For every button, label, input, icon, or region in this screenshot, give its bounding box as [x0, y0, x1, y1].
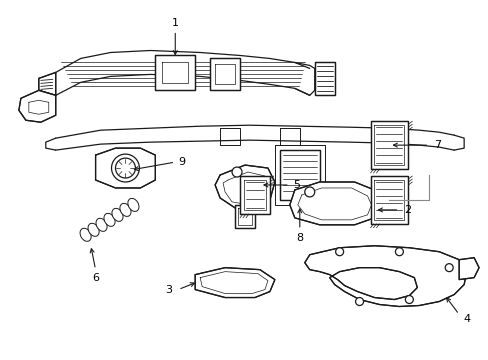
Circle shape [111, 154, 139, 182]
Ellipse shape [120, 203, 131, 216]
Polygon shape [279, 150, 319, 200]
Text: 8: 8 [296, 233, 303, 243]
Ellipse shape [80, 228, 91, 241]
Polygon shape [155, 55, 195, 90]
Polygon shape [458, 258, 478, 280]
Polygon shape [215, 165, 274, 210]
Circle shape [232, 167, 242, 177]
Polygon shape [39, 72, 56, 95]
Polygon shape [370, 176, 407, 224]
Polygon shape [289, 182, 379, 225]
Circle shape [405, 296, 412, 303]
Text: 7: 7 [433, 140, 440, 150]
Polygon shape [370, 121, 407, 169]
Polygon shape [235, 205, 254, 228]
Text: 1: 1 [171, 18, 179, 28]
Text: 2: 2 [403, 205, 410, 215]
Circle shape [444, 264, 452, 272]
Text: 5: 5 [293, 180, 300, 190]
Polygon shape [210, 58, 240, 90]
Polygon shape [304, 246, 466, 306]
Circle shape [115, 158, 135, 178]
Polygon shape [195, 268, 274, 298]
Circle shape [335, 248, 343, 256]
Ellipse shape [96, 218, 107, 231]
Polygon shape [314, 62, 334, 95]
Text: 4: 4 [463, 314, 470, 324]
Text: 3: 3 [164, 284, 171, 294]
Ellipse shape [88, 223, 99, 236]
Polygon shape [95, 148, 155, 188]
Circle shape [355, 298, 363, 306]
Polygon shape [240, 176, 269, 214]
Ellipse shape [112, 208, 123, 221]
Polygon shape [19, 90, 56, 122]
Circle shape [395, 248, 403, 256]
Ellipse shape [128, 198, 139, 211]
Circle shape [304, 187, 314, 197]
Ellipse shape [104, 213, 115, 226]
Text: 6: 6 [92, 273, 99, 283]
Text: 9: 9 [178, 157, 185, 167]
